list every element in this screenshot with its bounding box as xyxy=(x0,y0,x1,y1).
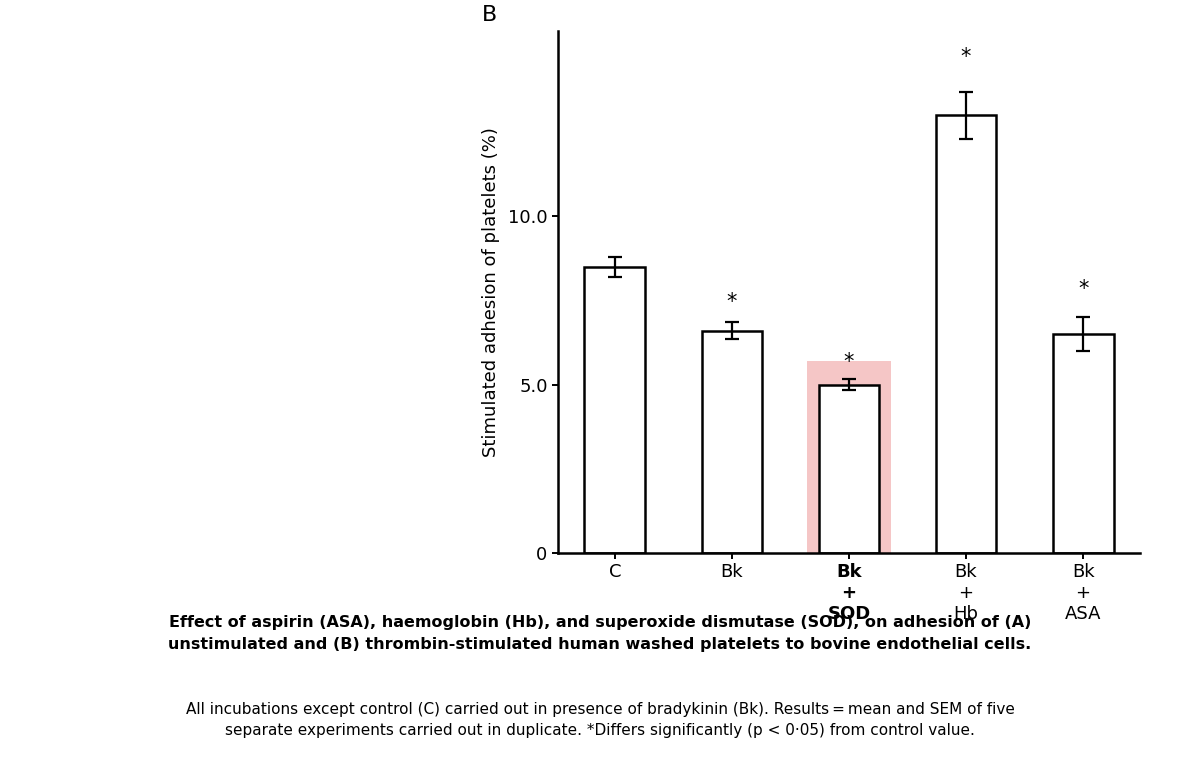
Text: *: * xyxy=(1078,279,1088,299)
Text: (Notes: superoxide dismutase (SOD) and
bradykinin (Bk) increase NO levels;
hemog: (Notes: superoxide dismutase (SOD) and b… xyxy=(68,452,466,530)
Text: *: * xyxy=(844,352,854,372)
Bar xyxy=(1052,334,1114,553)
Text: *: * xyxy=(961,47,971,67)
Text: All incubations except control (C) carried out in presence of bradykinin (Bk). R: All incubations except control (C) carri… xyxy=(186,702,1014,739)
Bar xyxy=(936,115,996,553)
Bar xyxy=(818,384,880,553)
Bar xyxy=(702,331,762,553)
Bar xyxy=(806,361,892,553)
Text: B: B xyxy=(482,5,498,25)
Text: Effect of aspirin (ASA), haemoglobin (Hb), and superoxide dismutase (SOD), on ad: Effect of aspirin (ASA), haemoglobin (Hb… xyxy=(168,615,1032,652)
Y-axis label: Stimulated adhesion of platelets (%): Stimulated adhesion of platelets (%) xyxy=(481,127,499,457)
Bar xyxy=(584,267,646,553)
Text: *: * xyxy=(727,292,737,312)
Text: Nitric oxide (NO) reduces
adhesion of activated
platelets to endothelial cells: Nitric oxide (NO) reduces adhesion of ac… xyxy=(31,150,503,300)
